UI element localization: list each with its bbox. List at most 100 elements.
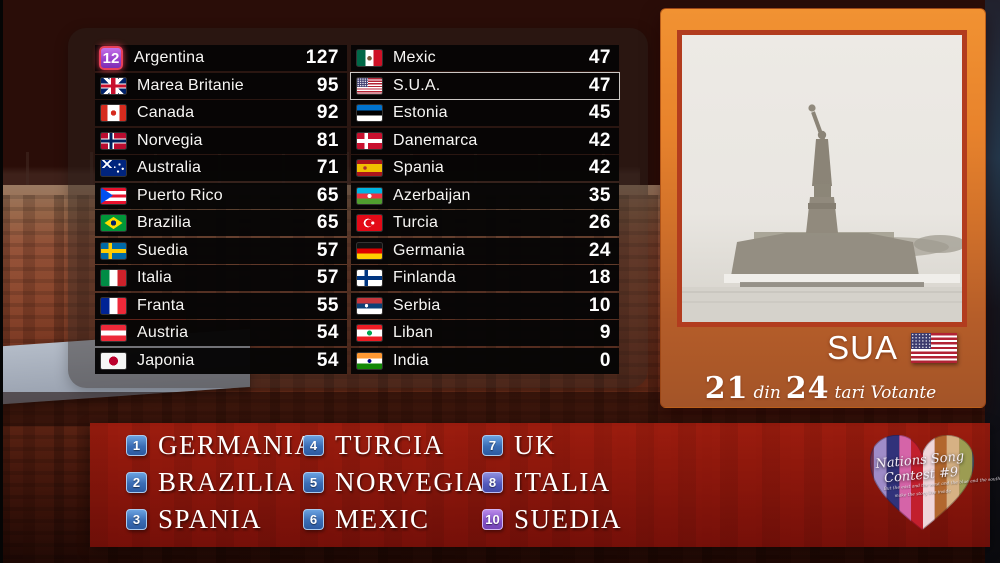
country-name: Germania: [393, 241, 465, 259]
country-flag-icon: [101, 325, 126, 341]
vote-points-badge: 1: [126, 435, 147, 456]
country-score: 127: [305, 47, 339, 68]
country-name: Italia: [137, 269, 172, 286]
vote-country-name: SUEDIA: [514, 504, 622, 534]
vote-country-name: MEXIC: [335, 504, 430, 534]
scoreboard-row: Turcia 26: [351, 210, 619, 236]
country-score: 54: [316, 322, 339, 343]
voting-country-card: SUA 21 din 24 tari Votante: [660, 8, 986, 408]
country-score: 9: [599, 322, 611, 343]
vote-points-badge: 10: [482, 509, 503, 530]
votes-grid: 1 GERMANIA 2 BRAZILIA 3 SPANIA 4 TURCIA …: [126, 427, 622, 538]
country-flag-icon: [357, 160, 382, 176]
vote-points-badge: 7: [482, 435, 503, 456]
scoreboard-row: Austria 54: [95, 320, 347, 346]
scoreboard-row: Italia 57: [95, 265, 347, 291]
country-flag-icon: [357, 50, 382, 66]
scoreboard-row: Estonia 45: [351, 100, 619, 126]
votes-recap-bar: 1 GERMANIA 2 BRAZILIA 3 SPANIA 4 TURCIA …: [90, 423, 990, 547]
contest-logo: Nations Song Contest #9 But the east and…: [860, 424, 1000, 546]
country-name: Canada: [137, 104, 195, 121]
country-flag-icon: [357, 77, 382, 94]
vote-points-badge: 3: [126, 509, 147, 530]
vote-country-name: GERMANIA: [158, 430, 316, 460]
country-name: Mexic: [393, 49, 436, 66]
vote-points-badge: 2: [126, 472, 147, 493]
scoreboard-row: Canada 92: [95, 100, 347, 126]
country-score: 10: [588, 294, 611, 316]
scoreboard-row: Brazilia 65: [95, 210, 347, 236]
scoreboard-row: Australia 71: [95, 155, 347, 181]
progress-separator: din: [753, 383, 781, 403]
scoreboard-row: Suedia 57: [95, 237, 347, 264]
vote-entry: 5 NORVEGIA: [303, 469, 484, 496]
vote-entry: 2 BRAZILIA: [126, 469, 303, 496]
country-flag-icon: [101, 242, 126, 259]
country-name: India: [393, 351, 429, 369]
vote-entry: 8 ITALIA: [482, 469, 622, 496]
statue-of-liberty-illustration: [682, 104, 962, 322]
vote-entry: 6 MEXIC: [303, 506, 482, 533]
country-name: Liban: [393, 324, 434, 341]
vote-country-name: NORVEGIA: [335, 467, 486, 497]
scoreboard-row: Japonia 54: [95, 347, 347, 374]
country-flag-icon: [357, 132, 382, 149]
vote-points-badge: 8: [482, 472, 503, 493]
vote-points-badge: 4: [303, 435, 324, 456]
right-edge-buildings: [985, 0, 1000, 563]
vote-entry: 4 TURCIA: [303, 432, 482, 459]
scoreboard-row: Mexic 47: [351, 45, 619, 71]
scoreboard-left-column: 12 Argentina 127 Marea Britanie 95 Canad…: [95, 45, 347, 375]
country-flag-icon: [101, 270, 126, 286]
country-flag-icon: [357, 270, 382, 286]
country-score: 65: [316, 212, 339, 233]
country-name: Estonia: [393, 104, 448, 121]
scoreboard-row: S.U.A. 47: [351, 72, 619, 99]
country-flag-icon: [357, 325, 382, 341]
country-name: Japonia: [137, 351, 195, 369]
scoreboard-row: Danemarca 42: [351, 127, 619, 154]
progress-label: tari Votante: [834, 383, 937, 403]
scoreboard-row: Germania 24: [351, 237, 619, 264]
country-name: S.U.A.: [393, 76, 441, 94]
country-flag-icon: [357, 215, 382, 231]
scoreboard-row: Finlanda 18: [351, 265, 619, 291]
country-score: 57: [316, 239, 339, 261]
scoreboard-row: Liban 9: [351, 320, 619, 346]
country-name: Azerbaijan: [393, 186, 471, 204]
country-flag-icon: [101, 160, 126, 176]
country-score: 42: [588, 157, 611, 178]
country-name: Brazilia: [137, 214, 192, 231]
country-flag-icon: [101, 105, 126, 121]
country-name: Puerto Rico: [137, 186, 223, 204]
progress-current: 21: [704, 371, 749, 406]
country-name: Australia: [137, 159, 202, 176]
usa-flag-icon: [911, 333, 957, 363]
vote-entry: 10 SUEDIA: [482, 506, 622, 533]
scoreboard-row: Azerbaijan 35: [351, 182, 619, 209]
statue-of-liberty-photo: [677, 30, 967, 327]
scoreboard-right-column: Mexic 47 S.U.A. 47 Estonia 45 Danemarca …: [351, 45, 619, 375]
country-flag-icon: [101, 215, 126, 231]
vote-country-name: SPANIA: [158, 504, 263, 534]
country-name: Norvegia: [137, 131, 203, 149]
country-score: 55: [316, 294, 339, 316]
country-name: Austria: [137, 324, 189, 341]
country-name: Franta: [137, 296, 185, 314]
country-flag-icon: [357, 105, 382, 121]
country-flag-icon: [357, 187, 382, 204]
scoreboard-row: Norvegia 81: [95, 127, 347, 154]
country-name: Finlanda: [393, 269, 456, 286]
vote-country-name: ITALIA: [514, 467, 611, 497]
vote-entry: 7 UK: [482, 432, 622, 459]
country-flag-icon: [101, 187, 126, 204]
scoreboard-row: India 0: [351, 347, 619, 374]
vote-entry: 3 SPANIA: [126, 506, 303, 533]
country-score: 18: [588, 267, 611, 288]
country-name: Danemarca: [393, 131, 478, 149]
voting-progress: 21 din 24 tari Votante: [661, 371, 985, 406]
country-score: 45: [588, 102, 611, 123]
left-edge: [0, 0, 3, 563]
vote-country-name: UK: [514, 430, 556, 460]
